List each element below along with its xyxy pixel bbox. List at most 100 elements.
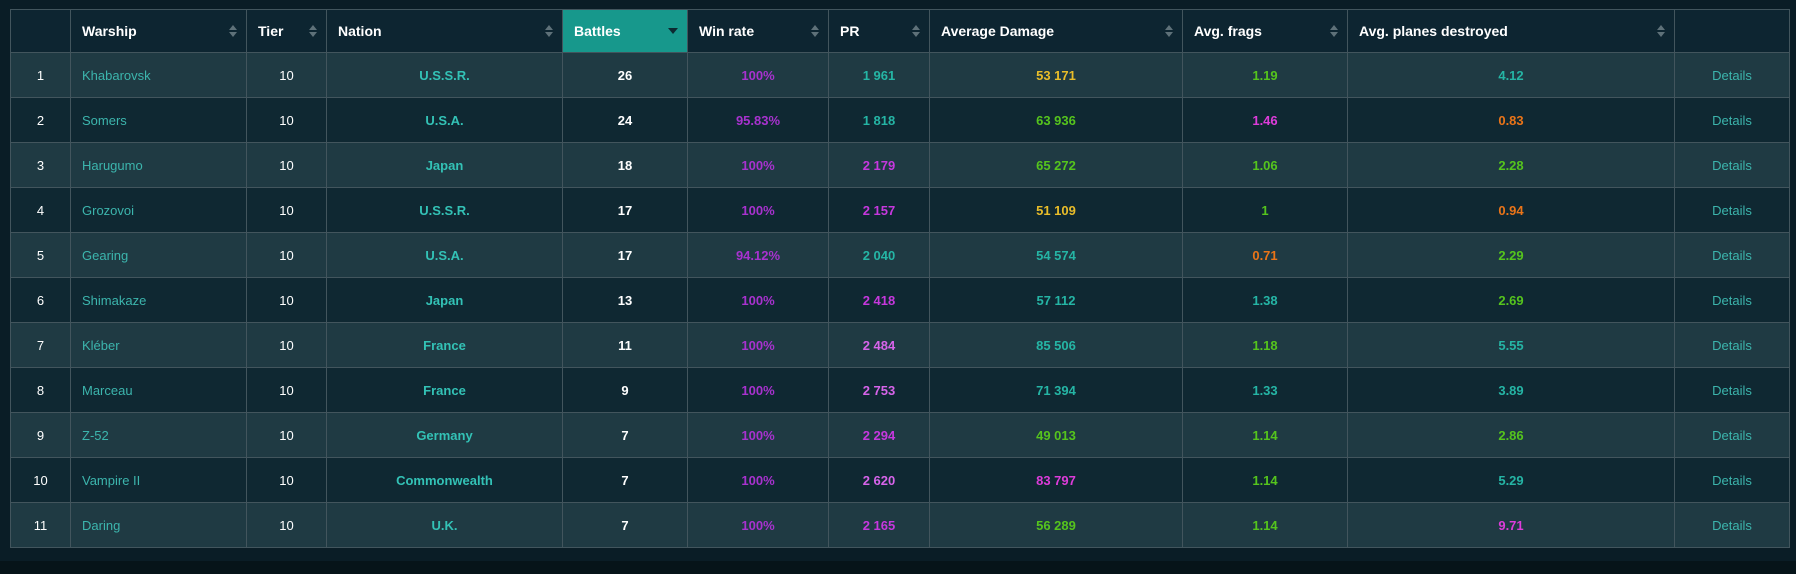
avg-planes-cell: 2.69 — [1347, 277, 1675, 323]
pr-cell: 2 294 — [828, 412, 930, 458]
details-cell: Details — [1674, 142, 1790, 188]
warship-link[interactable]: Somers — [82, 112, 127, 128]
column-header-nation[interactable]: Nation — [326, 9, 563, 53]
details-cell: Details — [1674, 232, 1790, 278]
warship-link[interactable]: Kléber — [82, 337, 120, 353]
warship-link[interactable]: Grozovoi — [82, 202, 135, 218]
warship-cell: Somers — [70, 97, 247, 143]
win-rate-cell: 100% — [687, 277, 829, 323]
battles-cell: 17 — [562, 187, 688, 233]
details-link[interactable]: Details — [1712, 517, 1752, 533]
details-link[interactable]: Details — [1712, 247, 1752, 263]
warship-cell: Grozovoi — [70, 187, 247, 233]
rank-cell: 4 — [10, 187, 71, 233]
sort-icon — [1657, 25, 1665, 37]
battles-cell: 7 — [562, 457, 688, 503]
avg-damage-cell: 85 506 — [929, 322, 1183, 368]
column-header-warship[interactable]: Warship — [70, 9, 247, 53]
column-header-average-damage[interactable]: Average Damage — [929, 9, 1183, 53]
rank-cell: 10 — [10, 457, 71, 503]
battles-cell: 7 — [562, 502, 688, 548]
battles-cell: 26 — [562, 52, 688, 98]
tier-cell: 10 — [246, 52, 327, 98]
avg-frags-cell: 1.33 — [1182, 367, 1348, 413]
details-link[interactable]: Details — [1712, 67, 1752, 83]
nation-cell: Japan — [326, 142, 563, 188]
avg-frags-cell: 1 — [1182, 187, 1348, 233]
avg-damage-cell: 63 936 — [929, 97, 1183, 143]
pr-cell: 2 418 — [828, 277, 930, 323]
tier-cell: 10 — [246, 97, 327, 143]
pr-cell: 2 157 — [828, 187, 930, 233]
sort-icon — [811, 25, 819, 37]
win-rate-cell: 100% — [687, 367, 829, 413]
column-header-tier[interactable]: Tier — [246, 9, 327, 53]
sort-icon — [1165, 25, 1173, 37]
details-link[interactable]: Details — [1712, 382, 1752, 398]
avg-damage-cell: 51 109 — [929, 187, 1183, 233]
table-row: 1 Khabarovsk 10 U.S.S.R. 26 100% 1 961 5… — [10, 52, 1790, 98]
avg-damage-cell: 71 394 — [929, 367, 1183, 413]
details-link[interactable]: Details — [1712, 112, 1752, 128]
column-header-battles-active-sort[interactable]: Battles — [562, 9, 688, 53]
rank-cell: 9 — [10, 412, 71, 458]
column-header-avg-planes-destroyed[interactable]: Avg. planes destroyed — [1347, 9, 1675, 53]
rank-cell: 2 — [10, 97, 71, 143]
column-header-pr[interactable]: PR — [828, 9, 930, 53]
table-row: 10 Vampire II 10 Commonwealth 7 100% 2 6… — [10, 457, 1790, 503]
pr-cell: 2 753 — [828, 367, 930, 413]
column-header-avg-frags[interactable]: Avg. frags — [1182, 9, 1348, 53]
warship-link[interactable]: Marceau — [82, 382, 133, 398]
warship-link[interactable]: Harugumo — [82, 157, 143, 173]
column-header-label: Tier — [258, 23, 284, 39]
avg-damage-cell: 54 574 — [929, 232, 1183, 278]
sort-icon — [545, 25, 553, 37]
details-link[interactable]: Details — [1712, 202, 1752, 218]
tier-cell: 10 — [246, 232, 327, 278]
details-link[interactable]: Details — [1712, 337, 1752, 353]
warship-link[interactable]: Gearing — [82, 247, 129, 263]
nation-cell: France — [326, 367, 563, 413]
details-cell: Details — [1674, 412, 1790, 458]
warship-link[interactable]: Daring — [82, 517, 121, 533]
warship-link[interactable]: Khabarovsk — [82, 67, 151, 83]
details-link[interactable]: Details — [1712, 427, 1752, 443]
details-link[interactable]: Details — [1712, 157, 1752, 173]
avg-frags-cell: 1.19 — [1182, 52, 1348, 98]
tier-cell: 10 — [246, 322, 327, 368]
nation-cell: U.K. — [326, 502, 563, 548]
battles-cell: 17 — [562, 232, 688, 278]
warship-cell: Marceau — [70, 367, 247, 413]
details-link[interactable]: Details — [1712, 292, 1752, 308]
column-header-details — [1674, 9, 1790, 53]
sort-desc-icon — [668, 28, 678, 34]
avg-damage-cell: 57 112 — [929, 277, 1183, 323]
battles-cell: 24 — [562, 97, 688, 143]
avg-planes-cell: 2.29 — [1347, 232, 1675, 278]
warship-cell: Shimakaze — [70, 277, 247, 323]
warship-link[interactable]: Vampire II — [82, 472, 141, 488]
warship-link[interactable]: Shimakaze — [82, 292, 147, 308]
warship-cell: Khabarovsk — [70, 52, 247, 98]
details-link[interactable]: Details — [1712, 472, 1752, 488]
battles-cell: 13 — [562, 277, 688, 323]
avg-planes-cell: 0.83 — [1347, 97, 1675, 143]
pr-cell: 2 484 — [828, 322, 930, 368]
table-row: 3 Harugumo 10 Japan 18 100% 2 179 65 272… — [10, 142, 1790, 188]
sort-icon — [912, 25, 920, 37]
rank-cell: 5 — [10, 232, 71, 278]
rank-cell: 8 — [10, 367, 71, 413]
win-rate-cell: 100% — [687, 187, 829, 233]
avg-frags-cell: 1.14 — [1182, 457, 1348, 503]
warship-link[interactable]: Z-52 — [82, 427, 109, 443]
column-header-win-rate[interactable]: Win rate — [687, 9, 829, 53]
win-rate-cell: 100% — [687, 142, 829, 188]
avg-planes-cell: 5.29 — [1347, 457, 1675, 503]
pr-cell: 1 818 — [828, 97, 930, 143]
nation-cell: U.S.A. — [326, 232, 563, 278]
battles-cell: 9 — [562, 367, 688, 413]
header-row: Warship Tier Nation Battles Win rate PR … — [10, 9, 1790, 53]
avg-planes-cell: 4.12 — [1347, 52, 1675, 98]
table-body: 1 Khabarovsk 10 U.S.S.R. 26 100% 1 961 5… — [10, 52, 1790, 548]
battles-cell: 11 — [562, 322, 688, 368]
